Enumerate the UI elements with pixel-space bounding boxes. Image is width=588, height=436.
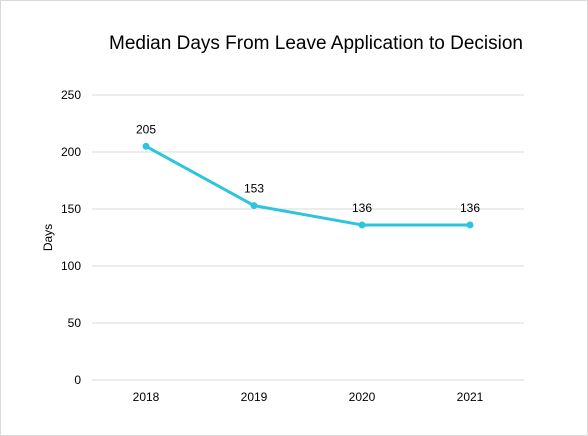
y-tick-label: 0	[74, 373, 81, 387]
y-tick-label: 150	[61, 202, 81, 216]
y-tick-label: 250	[61, 88, 81, 102]
data-point	[142, 142, 150, 150]
y-tick-label: 200	[61, 145, 81, 159]
series-line	[144, 144, 472, 227]
y-axis-title: Days	[41, 224, 55, 251]
data-label: 153	[244, 182, 264, 196]
x-tick-label: 2021	[457, 390, 484, 404]
data-label: 136	[352, 201, 372, 215]
x-tick-label: 2019	[241, 390, 268, 404]
y-tick-label: 50	[68, 316, 82, 330]
data-point	[250, 202, 258, 210]
x-tick-label: 2018	[133, 390, 160, 404]
data-label: 136	[460, 201, 480, 215]
x-tick-label: 2020	[349, 390, 376, 404]
data-label: 205	[136, 122, 156, 136]
data-point	[358, 221, 366, 229]
data-point	[466, 221, 474, 229]
y-tick-label: 100	[61, 259, 81, 273]
chart-title: Median Days From Leave Application to De…	[109, 33, 523, 54]
